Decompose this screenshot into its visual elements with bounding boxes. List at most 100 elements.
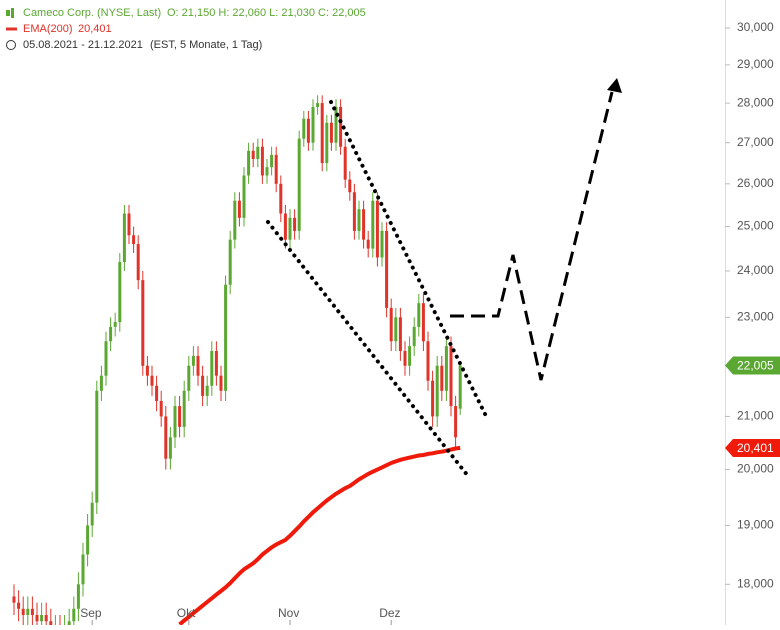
candle-body — [178, 406, 182, 427]
candle-body — [242, 175, 246, 218]
candle-body — [205, 385, 209, 396]
candle-body — [412, 326, 416, 347]
candle-body — [247, 150, 251, 176]
candle-body — [191, 355, 195, 366]
legend-value: 20,401 — [78, 23, 112, 35]
candle-body — [40, 614, 44, 622]
candle-body — [435, 365, 439, 417]
candle-body — [444, 346, 448, 391]
y-tick-label: 30,000 — [737, 20, 774, 34]
candle-body — [76, 584, 80, 609]
candle-body — [21, 608, 25, 615]
clock-icon — [6, 40, 16, 50]
candle-body — [394, 317, 398, 342]
candle-body — [90, 502, 94, 526]
projection-path — [450, 91, 614, 381]
candle-body — [389, 307, 393, 342]
candle-body — [219, 375, 223, 391]
candle-body — [109, 326, 113, 342]
candle-body — [357, 209, 361, 231]
candle-body — [168, 437, 172, 459]
trend-line — [266, 220, 470, 478]
candle-body — [210, 351, 214, 386]
candle-body — [431, 380, 435, 417]
candle-body — [86, 525, 90, 555]
candle-body — [173, 406, 177, 438]
candle-body — [141, 280, 145, 366]
x-tick-label: Sep — [80, 606, 102, 620]
y-tick-label: 23,000 — [737, 310, 774, 324]
candle-body — [228, 239, 232, 285]
annotations — [266, 78, 622, 478]
last-price-tag-label: 22,005 — [737, 359, 774, 373]
candle-body — [426, 341, 430, 381]
y-tick-label: 29,000 — [737, 57, 774, 71]
candle-body — [311, 106, 315, 143]
candle-body — [417, 303, 421, 327]
y-tick-label: 20,000 — [737, 462, 774, 476]
candle-body — [449, 346, 453, 407]
candle-body — [283, 213, 287, 240]
candle-body — [113, 322, 117, 327]
candle-body — [398, 317, 402, 352]
candle-body — [380, 230, 384, 258]
y-tick-label: 21,000 — [737, 409, 774, 423]
candle-body — [30, 608, 34, 615]
candle-body — [375, 200, 379, 258]
candle-body — [352, 192, 356, 231]
ema-line — [178, 445, 461, 625]
candle-body — [279, 183, 283, 214]
candle-body — [182, 390, 186, 427]
candle-body — [348, 179, 352, 193]
candle-body — [44, 614, 48, 622]
icon — [6, 8, 14, 18]
candle-body — [224, 284, 228, 391]
candle-body — [164, 416, 168, 459]
candle-body — [408, 346, 412, 366]
candle-body — [454, 406, 458, 438]
candle-body — [150, 375, 154, 386]
candle-body — [385, 230, 389, 308]
y-tick-label: 27,000 — [737, 135, 774, 149]
candle-body — [201, 375, 205, 396]
date-range: 05.08.2021 - 21.12.2021 — [23, 39, 143, 51]
candle-body — [118, 261, 122, 323]
candle-body — [302, 118, 306, 139]
header: Cameco Corp. (NYSE, Last) O: 21,150 H: 2… — [6, 7, 366, 51]
candle-body — [95, 390, 99, 503]
candle-body — [214, 351, 218, 376]
x-tick-label: Nov — [278, 606, 299, 620]
candle-body — [159, 400, 163, 417]
candle-body — [251, 150, 255, 159]
candle-body — [81, 554, 85, 585]
candle-body — [17, 602, 21, 609]
candle-body — [49, 621, 53, 625]
candle-body — [293, 217, 297, 231]
candle-body — [99, 375, 103, 391]
y-tick-label: 18,000 — [737, 576, 774, 590]
candle-body — [371, 200, 375, 249]
y-tick-label: 25,000 — [737, 219, 774, 233]
candle-body — [362, 209, 366, 240]
candle-body — [260, 146, 264, 176]
candle-body — [458, 365, 462, 409]
ema-tag — [725, 438, 780, 457]
candle-body — [256, 146, 260, 159]
candle-body — [297, 138, 301, 231]
candle-body — [316, 103, 320, 107]
plot — [12, 95, 462, 625]
candle-body — [12, 596, 16, 603]
range-note: (EST, 5 Monate, 1 Tag) — [150, 39, 262, 51]
last-price-tag — [725, 356, 780, 375]
y-tick-label: 28,000 — [737, 95, 774, 109]
candle-body — [265, 167, 269, 176]
candle-body — [127, 213, 131, 236]
candle-body — [339, 106, 343, 147]
candle-body — [421, 303, 425, 342]
candle-body — [72, 608, 76, 622]
y-tick-label: 24,000 — [737, 263, 774, 277]
candle-body — [270, 154, 274, 168]
candle-body — [325, 122, 329, 164]
candle-body — [26, 608, 30, 615]
